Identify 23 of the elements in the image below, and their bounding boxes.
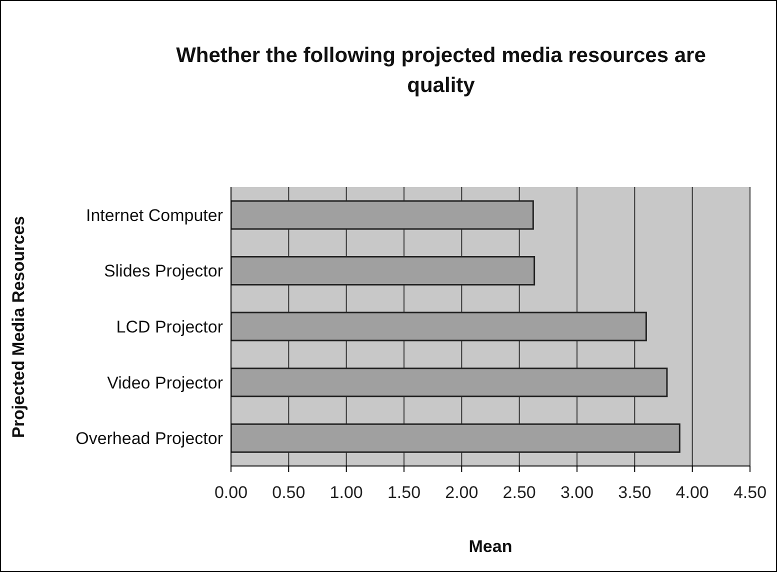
y-tick-label: LCD Projector bbox=[116, 318, 224, 337]
y-tick-label: Slides Projector bbox=[104, 262, 224, 281]
x-tick-label: 3.00 bbox=[560, 483, 594, 502]
bar bbox=[231, 256, 536, 286]
y-tick-label: Video Projector bbox=[107, 373, 224, 392]
x-tick-label: 2.50 bbox=[502, 483, 536, 502]
x-axis-title: Mean bbox=[468, 537, 512, 556]
chart-title: Whether the following projected media resources are quality bbox=[175, 43, 707, 99]
y-tick-label: Overhead Projector bbox=[76, 429, 224, 448]
x-tick-label: 3.50 bbox=[618, 483, 652, 502]
x-tick-label: 2.00 bbox=[445, 483, 478, 502]
bar bbox=[231, 368, 668, 398]
bar bbox=[231, 200, 534, 230]
y-tick-label: Internet Computer bbox=[86, 206, 224, 225]
x-tick-label: 0.50 bbox=[272, 483, 306, 502]
x-tick-label: 1.50 bbox=[387, 483, 421, 502]
bar bbox=[231, 312, 647, 342]
y-axis-title: Projected Media Resources bbox=[9, 216, 29, 438]
bar bbox=[231, 423, 680, 453]
x-tick-label: 0.00 bbox=[214, 483, 248, 502]
x-tick-label: 4.00 bbox=[676, 483, 709, 502]
x-tick-label: 1.00 bbox=[330, 483, 363, 502]
x-tick-label: 4.50 bbox=[733, 483, 767, 502]
